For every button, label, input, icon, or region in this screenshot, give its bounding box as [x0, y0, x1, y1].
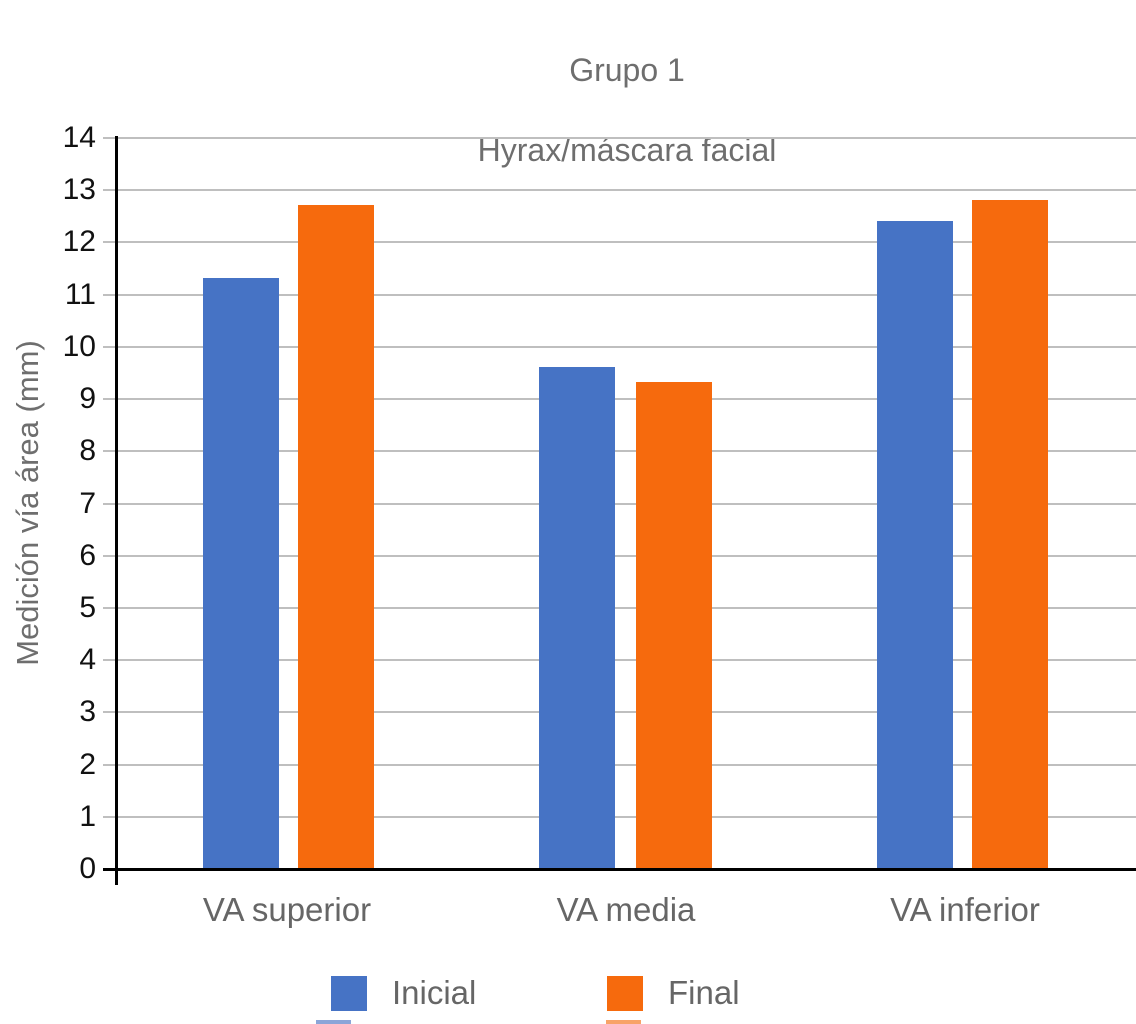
chart-title-line1: Grupo 1 [569, 52, 685, 88]
bar-inicial-1 [539, 367, 615, 868]
bar-final-1 [636, 382, 712, 868]
y-tick-label-1: 1 [79, 800, 96, 833]
category-label-0: VA superior [202, 891, 372, 928]
y-axis-line [115, 136, 118, 885]
gridline-y4 [103, 659, 1136, 661]
gridline-y10 [103, 346, 1136, 348]
gridline-y3 [103, 711, 1136, 713]
gridline-y8 [103, 450, 1136, 452]
legend-swatch-inicial [331, 975, 367, 1011]
y-tick-label-14: 14 [62, 121, 96, 154]
gridline-y1 [103, 816, 1136, 818]
gridline-y12 [103, 241, 1136, 243]
x-axis-line [103, 868, 1136, 871]
category-label-1: VA media [556, 891, 696, 928]
y-tick-label-2: 2 [79, 748, 96, 781]
gridline-y2 [103, 764, 1136, 766]
legend-label-final: Final [668, 974, 740, 1011]
gridline-y5 [103, 607, 1136, 609]
cutoff-legend-swatch-orange [606, 1020, 641, 1024]
bar-final-2 [972, 200, 1048, 868]
y-tick-label-4: 4 [79, 643, 96, 676]
y-tick-label-13: 13 [62, 173, 96, 206]
chart-title-line2: Hyrax/máscara facial [477, 132, 777, 168]
gridline-y6 [103, 555, 1136, 557]
category-label-2: VA inferior [890, 891, 1040, 928]
y-tick-label-8: 8 [79, 434, 96, 467]
legend-swatch-final [607, 975, 643, 1011]
gridline-y11 [103, 294, 1136, 296]
bar-inicial-0 [203, 278, 279, 868]
y-tick-label-0: 0 [79, 852, 96, 885]
y-tick-label-7: 7 [79, 487, 96, 520]
gridline-y7 [103, 503, 1136, 505]
y-tick-label-3: 3 [79, 695, 96, 728]
y-tick-label-10: 10 [62, 330, 96, 363]
bar-inicial-2 [877, 221, 953, 868]
gridline-y9 [103, 398, 1136, 400]
legend-label-inicial: Inicial [392, 974, 477, 1011]
y-tick-label-5: 5 [79, 591, 96, 624]
legend-item-final: Final [607, 975, 740, 1011]
y-tick-label-12: 12 [62, 225, 96, 258]
cutoff-legend-swatch-blue [316, 1020, 351, 1024]
y-tick-label-6: 6 [79, 539, 96, 572]
gridline-y14 [103, 137, 1136, 139]
y-tick-label-11: 11 [64, 278, 96, 311]
bar-final-0 [298, 205, 374, 868]
legend-item-inicial: Inicial [331, 975, 476, 1011]
gridline-y13 [103, 189, 1136, 191]
y-tick-label-9: 9 [79, 382, 96, 415]
chart-title: Grupo 1 Hyrax/máscara facial [118, 10, 1136, 210]
